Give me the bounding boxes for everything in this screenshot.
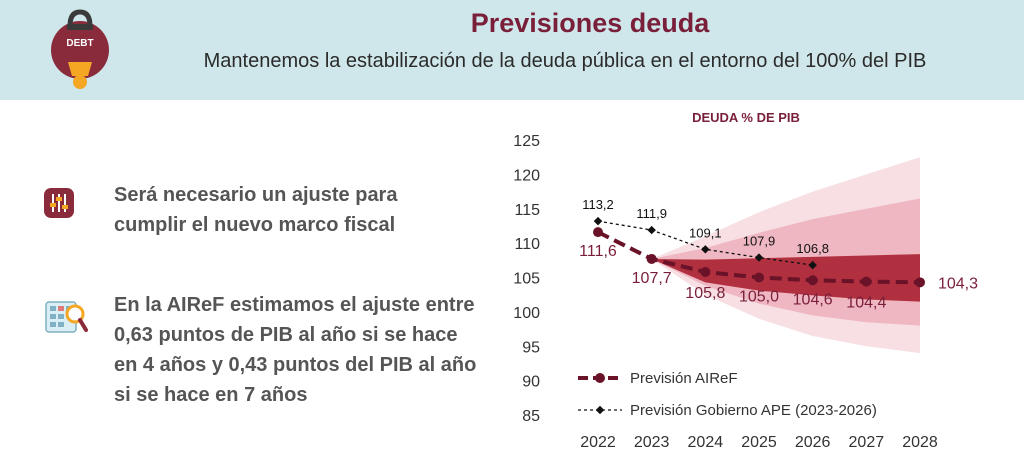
calculator-magnifier-icon — [45, 301, 88, 333]
airef-point — [807, 275, 818, 286]
y-tick-label: 105 — [513, 271, 540, 288]
x-tick-label: 2025 — [741, 434, 777, 451]
x-tick-label: 2024 — [688, 434, 724, 451]
legend-gobierno-label: Previsión Gobierno APE (2023-2026) — [630, 402, 877, 419]
gobierno-data-label: 111,9 — [636, 206, 667, 221]
x-tick-label: 2028 — [902, 434, 938, 451]
y-tick-label: 115 — [514, 202, 540, 219]
y-tick-label: 90 — [522, 374, 540, 391]
chart-title: DEUDA % DE PIB — [692, 110, 800, 125]
page-subtitle: Mantenemos la estabilización de la deuda… — [203, 50, 927, 72]
debt-kettlebell-icon: DEBT — [51, 9, 109, 89]
airef-point — [861, 276, 872, 287]
gobierno-data-label: 109,1 — [689, 225, 722, 240]
y-tick-label: 85 — [522, 408, 540, 425]
airef-point — [593, 227, 603, 238]
airef-data-label: 104,6 — [793, 291, 833, 308]
gobierno-point — [701, 245, 710, 254]
airef-point — [646, 253, 657, 264]
y-tick-label: 125 — [513, 133, 540, 150]
sliders-icon — [44, 188, 74, 218]
gobierno-point — [593, 216, 603, 226]
y-tick-label: 110 — [514, 236, 540, 253]
x-tick-label: 2027 — [849, 434, 885, 451]
point-airef-estimate: En la AIReF estimamos el ajuste entre 0,… — [114, 294, 477, 406]
airef-data-label: 111,6 — [579, 243, 617, 260]
gobierno-data-label: 107,9 — [743, 234, 776, 249]
gobierno-series-line — [597, 220, 813, 266]
header-banner: DEBT Previsiones deuda Mantenemos la est… — [0, 0, 1024, 100]
y-tick-label: 100 — [513, 305, 540, 322]
x-tick-label: 2023 — [634, 434, 670, 451]
gobierno-point — [808, 260, 817, 270]
airef-data-label: 104,4 — [846, 295, 886, 312]
airef-point — [700, 267, 711, 277]
point-adjustment-needed: Será necesario un ajuste para cumplir el… — [114, 184, 398, 236]
airef-data-label: 107,7 — [632, 270, 672, 287]
airef-point — [754, 272, 764, 283]
y-tick-label: 120 — [513, 167, 540, 184]
legend-airef-marker — [595, 373, 605, 383]
airef-point — [915, 277, 925, 288]
airef-data-label: 104,3 — [938, 275, 978, 292]
fan-band-inner — [651, 254, 920, 302]
airef-data-label: 105,0 — [739, 289, 779, 306]
airef-data-label: 105,8 — [685, 285, 725, 302]
x-tick-label: 2026 — [795, 434, 831, 451]
logo-text: DEBT — [66, 38, 93, 49]
legend-gobierno-marker — [595, 405, 605, 415]
gobierno-data-label: 106,8 — [796, 241, 829, 256]
y-tick-label: 95 — [522, 339, 540, 356]
page-title: Previsiones deuda — [470, 8, 710, 38]
x-tick-label: 2022 — [580, 434, 616, 451]
legend-airef-label: Previsión AIReF — [630, 370, 738, 387]
gobierno-point — [647, 225, 656, 235]
gobierno-data-label: 113,2 — [582, 197, 614, 212]
debt-chart: DEUDA % DE PIB 859095100105110115120125 … — [513, 110, 978, 451]
